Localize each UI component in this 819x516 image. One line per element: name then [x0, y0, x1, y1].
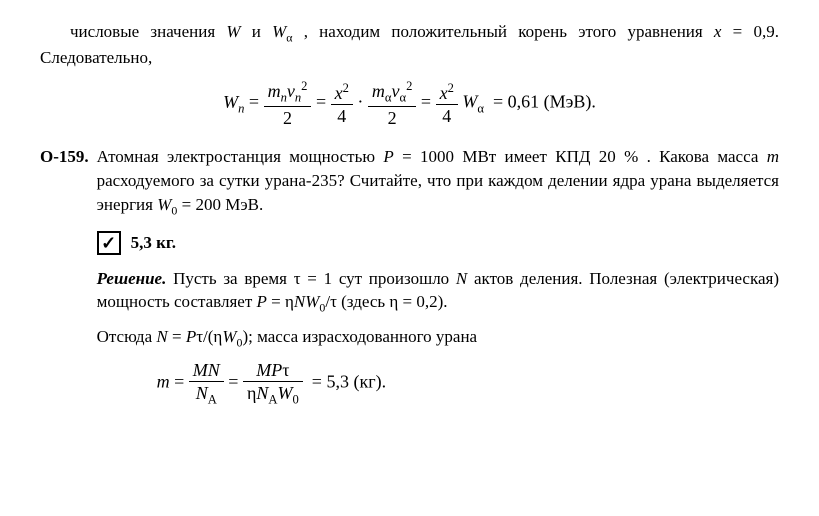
problem-body: Атомная электростанция мощностью P = 100… — [97, 145, 779, 416]
checkmark-icon: ✓ — [97, 231, 121, 255]
solution-paragraph-2: Отсюда N = Pτ/(ηW0); масса израсходованн… — [97, 325, 779, 351]
answer-value: 5,3 кг. — [131, 231, 176, 255]
intro-paragraph: числовые значения W и Wα , находим полож… — [40, 20, 779, 70]
formula-wn: Wn = mnvn2 2 = x2 4 · mαvα2 2 = x2 4 Wα … — [40, 80, 779, 127]
problem-text: Атомная электростанция мощностью P = 100… — [97, 145, 779, 219]
solution-paragraph-1: Решение. Пусть за время τ = 1 сут произо… — [97, 267, 779, 317]
problem-block: О-159. Атомная электростанция мощностью … — [40, 145, 779, 416]
problem-label: О-159. — [40, 145, 89, 169]
answer-row: ✓ 5,3 кг. — [97, 231, 779, 255]
solution-label: Решение. — [97, 269, 167, 288]
formula-mass: m = MN NA = MPτ ηNAW0 = 5,3 (кг). — [97, 361, 779, 406]
